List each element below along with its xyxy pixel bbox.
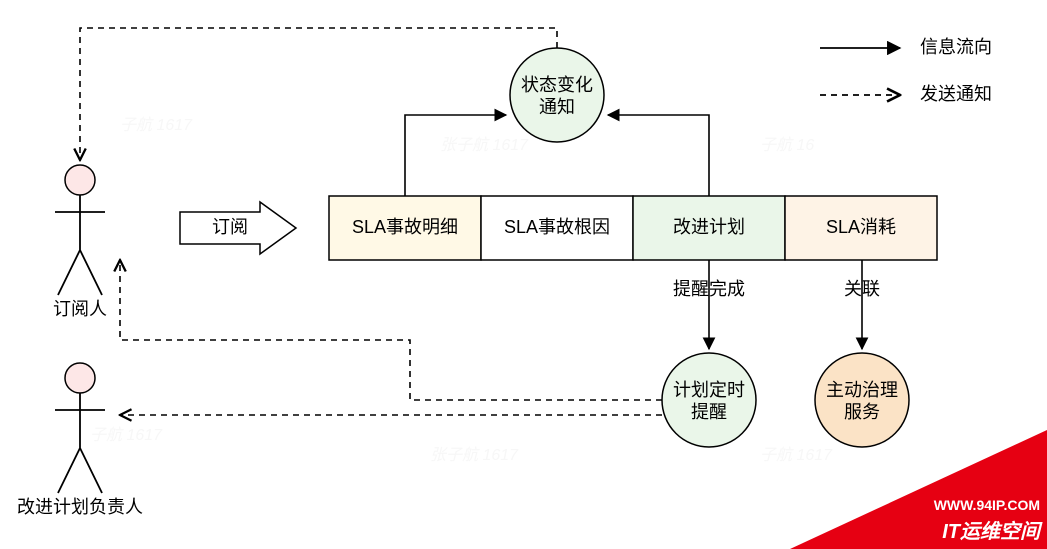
subscribe-arrow-label: 订阅: [212, 217, 248, 237]
legend-info-flow-label: 信息流向: [920, 37, 992, 57]
circle-governance: 主动治理 服务: [815, 353, 909, 447]
edge-plan-to-reminder-label: 提醒完成: [673, 279, 745, 299]
legend: 信息流向 发送通知: [820, 37, 992, 104]
circle-governance-label2: 服务: [844, 402, 880, 422]
actor-subscriber-label: 订阅人: [53, 299, 107, 319]
circle-state-change-label2: 通知: [539, 97, 575, 117]
circle-plan-reminder: 计划定时 提醒: [662, 353, 756, 447]
legend-notify-label: 发送通知: [920, 84, 992, 104]
svg-text:子航 16: 子航 16: [760, 136, 814, 154]
circle-state-change-label1: 状态变化: [521, 75, 593, 95]
subscribe-arrow: 订阅: [180, 202, 296, 254]
edge-consume-to-governance-label: 关联: [844, 279, 880, 299]
box-consume-label: SLA消耗: [826, 217, 896, 237]
box-rootcause-label: SLA事故根因: [504, 217, 610, 237]
actor-subscriber: 订阅人: [53, 165, 107, 319]
edge-plan-to-state: [608, 115, 709, 196]
corner-line2: IT运维空间: [942, 520, 1043, 543]
circle-plan-reminder-label2: 提醒: [691, 402, 727, 422]
box-plan-label: 改进计划: [673, 217, 745, 237]
process-boxes: SLA事故明细 SLA事故根因 改进计划 SLA消耗: [329, 196, 937, 260]
corner-line1: WWW.94IP.COM: [934, 497, 1040, 513]
svg-text:子航 1617: 子航 1617: [120, 116, 193, 134]
svg-text:子航 1617: 子航 1617: [90, 426, 163, 444]
actor-owner-label: 改进计划负责人: [17, 497, 143, 517]
edge-detail-to-state: [405, 115, 506, 196]
svg-text:张子航 1617: 张子航 1617: [440, 136, 529, 154]
svg-text:子航 1617: 子航 1617: [760, 446, 833, 464]
circle-governance-label1: 主动治理: [826, 380, 898, 400]
circle-plan-reminder-label1: 计划定时: [673, 380, 745, 400]
svg-text:张子航 1617: 张子航 1617: [430, 446, 519, 464]
circle-state-change: 状态变化 通知: [510, 48, 604, 142]
box-detail-label: SLA事故明细: [352, 217, 458, 237]
edge-reminder-to-subscriber: [120, 260, 662, 400]
